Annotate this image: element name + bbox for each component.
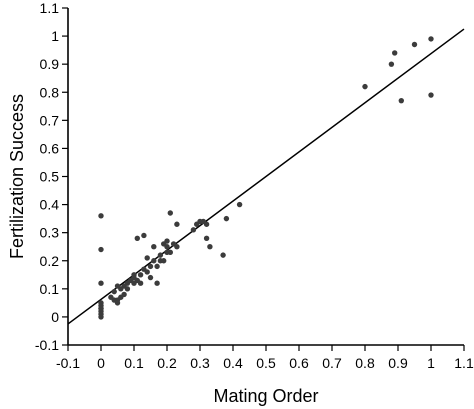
data-point <box>98 246 104 253</box>
data-point <box>392 50 398 56</box>
regression-line <box>67 28 465 325</box>
y-tick-label: 1 <box>51 28 59 44</box>
y-tick-label: 0.7 <box>40 112 60 128</box>
data-point <box>220 252 226 258</box>
y-tick-label: -0.1 <box>35 337 59 353</box>
y-tick-label: 0.1 <box>40 281 60 297</box>
x-tick-label: 1 <box>427 355 435 371</box>
y-tick-label: 0.9 <box>40 56 60 72</box>
x-tick-label: -0.1 <box>56 355 80 371</box>
y-tick-label: 0.6 <box>40 140 60 156</box>
data-point <box>167 249 173 256</box>
y-axis-ticks: -0.1 0 0.1 0.2 0.3 0.4 0.5 0.6 0.7 0.8 0.9 1 1.1 <box>35 0 68 353</box>
data-point <box>134 235 140 241</box>
data-point <box>203 221 210 227</box>
data-point <box>144 255 150 261</box>
data-point <box>114 300 121 306</box>
data-point <box>137 272 144 278</box>
data-point <box>111 288 117 295</box>
y-tick-label: 0.2 <box>40 253 60 269</box>
x-tick-label: 0.5 <box>256 355 276 371</box>
x-tick-label: 0.4 <box>223 355 243 371</box>
data-point <box>121 291 127 298</box>
data-point <box>388 61 395 67</box>
x-tick-label: 0.9 <box>388 355 408 371</box>
data-point <box>157 252 164 258</box>
data-point <box>164 244 170 250</box>
y-tick-label: 0.4 <box>40 197 60 213</box>
data-point <box>236 201 243 208</box>
data-point <box>98 213 104 219</box>
y-axis-title: Fertilization Success <box>7 94 27 259</box>
data-point <box>167 210 173 216</box>
x-tick-label: 0.2 <box>157 355 177 371</box>
data-point <box>203 235 210 241</box>
data-point <box>190 227 197 233</box>
data-points <box>98 36 434 320</box>
y-tick-label: 0.3 <box>40 225 60 241</box>
y-tick-label: 0.5 <box>40 169 60 185</box>
x-axis-title: Mating Order <box>213 386 318 406</box>
data-point <box>362 83 368 90</box>
data-point <box>207 244 213 250</box>
x-tick-label: 0.8 <box>355 355 375 371</box>
x-tick-label: 0.7 <box>322 355 342 371</box>
data-point <box>124 286 131 292</box>
data-point <box>174 244 180 250</box>
y-tick-label: 0.8 <box>40 84 60 100</box>
x-tick-label: 0.1 <box>124 355 144 371</box>
y-tick-label: 0 <box>51 309 59 325</box>
y-tick-label: 1.1 <box>40 0 60 16</box>
x-axis-ticks: -0.1 0 0.1 0.2 0.3 0.4 0.5 0.6 0.7 0.8 0.9 1 1.1 <box>56 345 474 371</box>
data-point <box>428 36 434 42</box>
data-point <box>154 263 160 270</box>
plot-area: -0.1 0 0.1 0.2 0.3 0.4 0.5 0.6 0.7 0.8 0.9 1 1.1 -0.… <box>35 0 474 371</box>
data-point <box>147 274 154 281</box>
data-point <box>141 232 147 239</box>
data-point <box>151 258 157 264</box>
data-point <box>164 238 170 244</box>
x-tick-label: 1.1 <box>454 355 474 371</box>
data-point <box>98 305 104 312</box>
data-point <box>223 215 230 222</box>
data-point <box>147 263 154 270</box>
data-point <box>174 221 180 227</box>
data-point <box>161 258 167 264</box>
x-tick-label: 0.3 <box>190 355 210 371</box>
data-point <box>144 269 150 275</box>
data-point <box>411 41 418 48</box>
data-point <box>98 314 104 320</box>
data-point <box>398 97 404 104</box>
x-tick-label: 0.6 <box>289 355 309 371</box>
x-tick-label: 0 <box>97 355 105 371</box>
data-point <box>428 92 434 98</box>
data-point <box>151 244 157 250</box>
data-point <box>98 280 104 286</box>
data-point <box>137 280 144 286</box>
data-point <box>154 280 160 286</box>
